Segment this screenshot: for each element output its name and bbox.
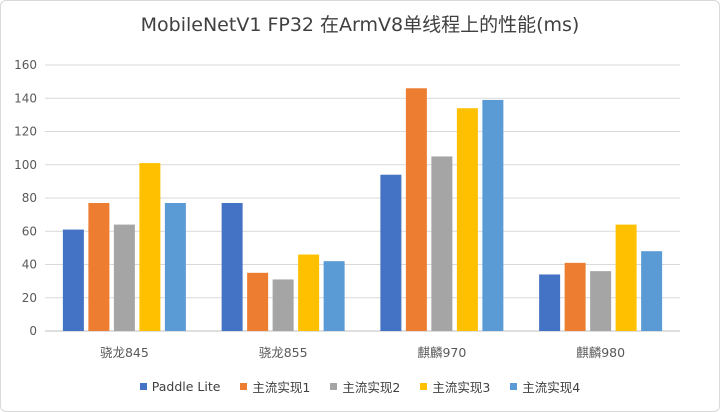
legend-item: 主流实现3 (420, 377, 490, 396)
chart-legend: Paddle Lite 主流实现1 主流实现2 主流实现3 主流实现4 (0, 377, 720, 396)
legend-swatch (330, 383, 338, 390)
bar (298, 254, 320, 331)
legend-swatch (240, 383, 248, 390)
legend-swatch (139, 383, 147, 390)
y-tick-label: 100 (14, 158, 37, 172)
legend-label: Paddle Lite (151, 379, 221, 394)
legend-swatch (510, 383, 518, 390)
y-tick-label: 120 (14, 125, 37, 139)
bar (323, 261, 345, 331)
x-tick-label: 麒麟980 (576, 345, 625, 360)
x-tick-label: 骁龙845 (100, 345, 149, 360)
bar (88, 202, 110, 331)
bar (539, 274, 561, 331)
legend-label: 主流实现4 (522, 380, 581, 395)
bar (405, 88, 427, 332)
y-tick-label: 20 (22, 291, 37, 305)
legend-item: Paddle Lite (139, 377, 221, 396)
legend-label: 主流实现3 (432, 380, 491, 395)
bar (272, 279, 294, 331)
y-tick-label: 0 (29, 324, 37, 338)
bar (113, 224, 135, 331)
bar (641, 251, 663, 331)
bar (564, 262, 586, 331)
x-tick-label: 麒麟970 (417, 345, 466, 360)
legend-item: 主流实现1 (240, 377, 310, 396)
y-tick-label: 40 (22, 258, 37, 272)
bar (615, 224, 637, 331)
bar (221, 202, 243, 331)
bar (431, 156, 453, 331)
chart-title: MobileNetV1 FP32 在ArmV8单线程上的性能(ms) (140, 14, 580, 36)
bar (247, 272, 269, 331)
y-tick-label: 160 (14, 58, 37, 72)
legend-item: 主流实现4 (510, 377, 580, 396)
y-tick-label: 80 (22, 191, 37, 205)
x-tick-label: 骁龙855 (259, 345, 308, 360)
bar (139, 163, 161, 331)
bar (456, 108, 478, 331)
legend-label: 主流实现2 (342, 380, 401, 395)
legend-swatch (420, 383, 428, 390)
y-tick-label: 60 (22, 224, 37, 238)
y-tick-label: 140 (14, 91, 37, 105)
bar (482, 99, 504, 331)
bar (590, 271, 612, 331)
bar (380, 174, 402, 331)
legend-item: 主流实现2 (330, 377, 400, 396)
bar (164, 202, 186, 331)
legend-label: 主流实现1 (252, 380, 311, 395)
bar (62, 229, 84, 331)
